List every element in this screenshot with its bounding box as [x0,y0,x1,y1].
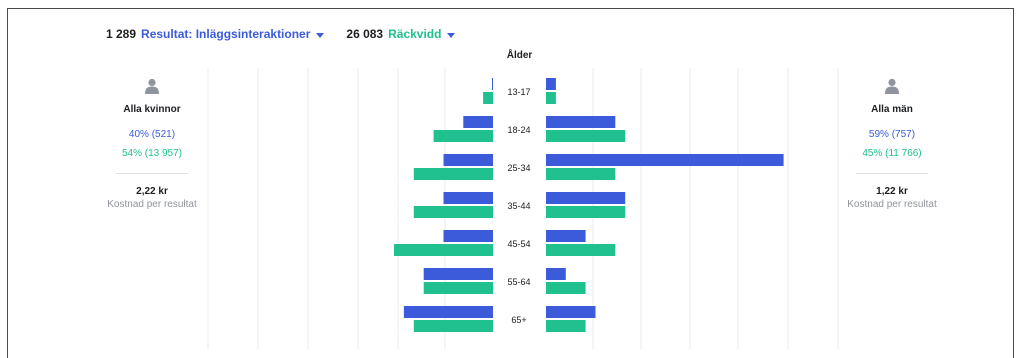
bar-men-results-13-17 [546,78,556,90]
age-label-25-34: 25-34 [507,163,530,173]
bar-men-results-18-24 [546,116,616,128]
bar-men-results-45-54 [546,230,586,242]
bar-men-results-65+ [546,306,596,318]
bar-women-reach-18-24 [433,130,493,142]
bar-men-reach-25-34 [546,168,616,180]
bar-men-reach-45-54 [546,244,616,256]
women-panel: Alla kvinnor 40% (521) 54% (13 957) 2,22… [72,78,232,210]
age-label-18-24: 18-24 [507,125,530,135]
reach-metric-dropdown[interactable]: 26 083 Räckvidd [346,27,456,41]
bar-men-results-25-34 [546,154,784,166]
women-results-pct: 40% (521) [128,129,176,140]
bar-men-reach-18-24 [546,130,626,142]
results-label: Resultat: Inläggsinteraktioner [141,27,311,41]
age-label-65+: 65+ [511,315,526,325]
bar-men-reach-55-64 [546,282,586,294]
bar-women-reach-35-44 [413,206,493,218]
women-cost: 2,22 kr [136,186,168,197]
bar-men-results-35-44 [546,192,626,204]
bar-women-results-18-24 [463,116,493,128]
age-label-55-64: 55-64 [507,277,530,287]
bar-women-reach-13-17 [483,92,493,104]
divider [856,173,928,174]
chevron-down-icon [447,32,456,38]
chevron-down-icon [316,32,325,38]
bar-women-reach-45-54 [394,244,493,256]
bar-women-results-13-17 [492,78,493,90]
divider [116,173,188,174]
bar-women-results-25-34 [443,154,493,166]
results-count: 1 289 [106,27,137,41]
men-cost: 1,22 kr [876,186,908,197]
bar-women-results-65+ [403,306,493,318]
results-metric-dropdown[interactable]: 1 289 Resultat: Inläggsinteraktioner [106,27,325,41]
reach-count: 26 083 [346,27,384,41]
metrics-bar: 1 289 Resultat: Inläggsinteraktioner 26 … [106,27,477,41]
men-title: Alla män [871,104,913,115]
men-cost-label: Kostnad per resultat [847,199,937,210]
age-gender-chart: 13-17 18-24 25-34 35-44 45-54 55-64 65+ [207,68,839,349]
women-cost-label: Kostnad per resultat [107,199,197,210]
women-title: Alla kvinnor [123,104,181,115]
age-label-35-44: 35-44 [507,201,530,211]
men-reach-pct: 45% (11 766) [862,148,922,159]
bar-women-reach-25-34 [413,168,493,180]
chart-panel [7,8,1014,358]
person-icon [145,78,159,94]
bar-men-results-55-64 [546,268,566,280]
person-icon [885,78,899,94]
bar-women-results-35-44 [443,192,493,204]
bar-men-reach-65+ [546,320,586,332]
women-reach-pct: 54% (13 957) [121,148,183,159]
bar-men-reach-35-44 [546,206,626,218]
bar-men-reach-13-17 [546,92,556,104]
reach-label: Räckvidd [388,27,442,41]
age-label-13-17: 13-17 [507,87,530,97]
bar-women-results-55-64 [423,268,493,280]
men-panel: Alla män 59% (757) 45% (11 766) 1,22 kr … [812,78,972,210]
chart-title: Ålder [506,50,533,61]
bar-women-reach-55-64 [423,282,493,294]
bar-women-reach-65+ [413,320,493,332]
men-results-pct: 59% (757) [868,129,916,140]
bar-women-results-45-54 [443,230,493,242]
age-label-45-54: 45-54 [507,239,530,249]
